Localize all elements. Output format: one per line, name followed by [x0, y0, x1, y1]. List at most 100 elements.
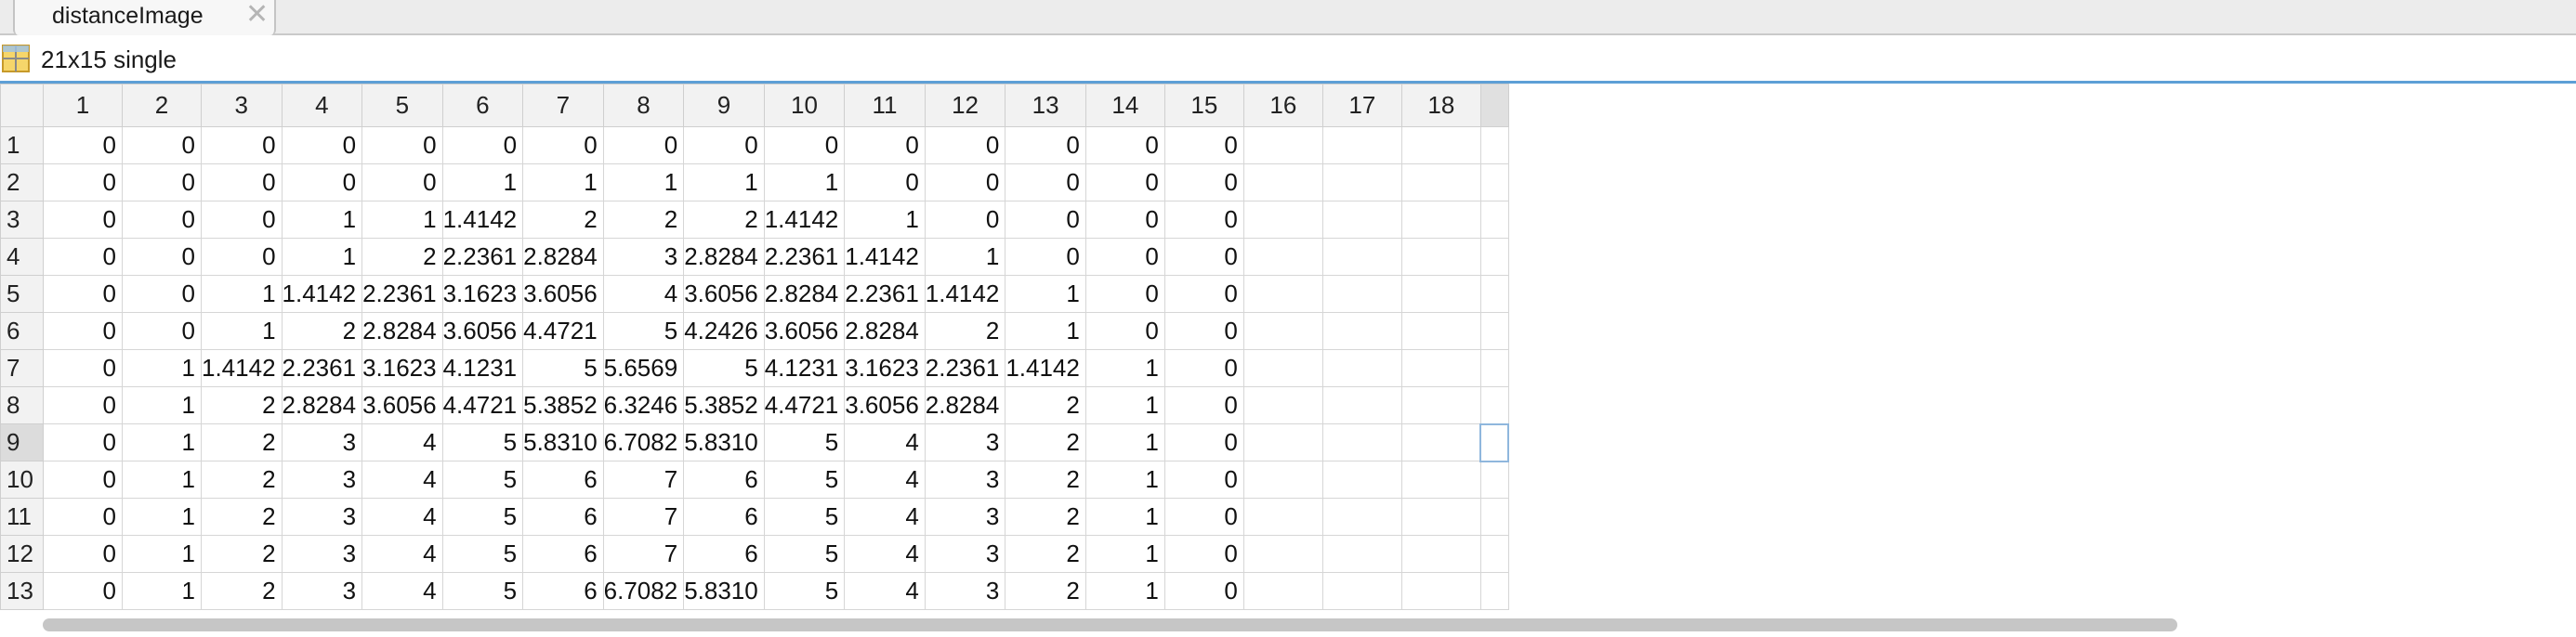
table-cell[interactable]: 4.1231	[763, 349, 846, 387]
table-cell[interactable]: 1.4142	[281, 275, 363, 313]
table-cell[interactable]: 3.6056	[683, 275, 765, 313]
table-cell[interactable]: 0	[43, 275, 123, 313]
table-cell[interactable]: 0	[122, 163, 202, 202]
column-header[interactable]: 12	[924, 84, 1006, 127]
table-cell[interactable]: 4.4721	[763, 386, 846, 424]
corner-cell[interactable]	[0, 84, 44, 127]
empty-cell[interactable]	[1242, 201, 1323, 239]
table-cell[interactable]: 0	[924, 163, 1006, 202]
table-cell[interactable]: 2	[1005, 423, 1086, 462]
table-cell[interactable]: 0	[1163, 423, 1244, 462]
table-cell[interactable]: 0	[43, 349, 123, 387]
table-cell[interactable]: 4	[361, 572, 443, 610]
table-cell[interactable]: 2.2361	[924, 349, 1006, 387]
table-cell[interactable]: 1	[122, 498, 202, 536]
column-header[interactable]: 17	[1321, 84, 1402, 127]
table-cell[interactable]: 2	[1005, 535, 1086, 573]
empty-cell[interactable]	[1479, 238, 1509, 276]
empty-cell[interactable]	[1242, 572, 1323, 610]
empty-cell[interactable]	[1479, 126, 1509, 164]
table-cell[interactable]: 1	[1084, 349, 1165, 387]
table-cell[interactable]: 0	[924, 201, 1006, 239]
table-cell[interactable]: 1	[1084, 498, 1165, 536]
table-cell[interactable]: 0	[201, 126, 283, 164]
row-header[interactable]: 10	[0, 461, 44, 499]
table-cell[interactable]: 3.1623	[361, 349, 443, 387]
row-header[interactable]: 6	[0, 312, 44, 350]
empty-cell[interactable]	[1479, 349, 1509, 387]
table-cell[interactable]: 1	[683, 163, 765, 202]
table-cell[interactable]: 0	[1163, 201, 1244, 239]
table-cell[interactable]: 6	[522, 535, 604, 573]
empty-cell[interactable]	[1321, 312, 1402, 350]
empty-cell[interactable]	[1479, 386, 1509, 424]
row-header[interactable]: 8	[0, 386, 44, 424]
table-cell[interactable]: 1	[201, 275, 283, 313]
empty-cell[interactable]	[1400, 349, 1481, 387]
table-cell[interactable]: 1	[441, 163, 524, 202]
empty-cell[interactable]	[1242, 126, 1323, 164]
table-cell[interactable]: 0	[43, 126, 123, 164]
table-cell[interactable]: 6.3246	[602, 386, 685, 424]
table-cell[interactable]: 3	[924, 535, 1006, 573]
table-cell[interactable]: 2.8284	[281, 386, 363, 424]
table-cell[interactable]: 2	[602, 201, 685, 239]
horizontal-scrollbar-thumb[interactable]	[43, 618, 2177, 631]
table-cell[interactable]: 1.4142	[201, 349, 283, 387]
table-cell[interactable]: 3	[281, 423, 363, 462]
empty-cell[interactable]	[1400, 201, 1481, 239]
empty-cell[interactable]	[1479, 535, 1509, 573]
table-cell[interactable]: 0	[1163, 572, 1244, 610]
table-cell[interactable]: 5.8310	[683, 423, 765, 462]
column-header[interactable]: 9	[683, 84, 765, 127]
table-cell[interactable]: 5	[441, 423, 524, 462]
table-cell[interactable]: 0	[1163, 349, 1244, 387]
table-cell[interactable]: 1.4142	[441, 201, 524, 239]
table-cell[interactable]: 4	[602, 275, 685, 313]
table-cell[interactable]: 1.4142	[763, 201, 846, 239]
table-cell[interactable]: 0	[683, 126, 765, 164]
table-cell[interactable]: 0	[43, 386, 123, 424]
table-cell[interactable]: 1	[122, 461, 202, 499]
table-cell[interactable]: 2.2361	[844, 275, 926, 313]
empty-cell[interactable]	[1321, 461, 1402, 499]
table-cell[interactable]: 0	[522, 126, 604, 164]
table-cell[interactable]: 0	[201, 238, 283, 276]
row-header[interactable]: 13	[0, 572, 44, 610]
table-cell[interactable]: 3.6056	[763, 312, 846, 350]
table-cell[interactable]: 0	[1163, 461, 1244, 499]
row-header[interactable]: 7	[0, 349, 44, 387]
table-cell[interactable]: 5	[683, 349, 765, 387]
empty-cell[interactable]	[1242, 163, 1323, 202]
empty-cell[interactable]	[1242, 312, 1323, 350]
table-cell[interactable]: 3	[281, 498, 363, 536]
table-cell[interactable]: 0	[281, 126, 363, 164]
table-cell[interactable]: 2.8284	[361, 312, 443, 350]
empty-cell[interactable]	[1400, 386, 1481, 424]
table-cell[interactable]: 0	[1084, 238, 1165, 276]
empty-cell[interactable]	[1321, 126, 1402, 164]
empty-cell[interactable]	[1479, 201, 1509, 239]
table-cell[interactable]: 0	[1163, 163, 1244, 202]
table-cell[interactable]: 0	[43, 535, 123, 573]
table-cell[interactable]: 6.7082	[602, 572, 685, 610]
table-cell[interactable]: 2	[1005, 572, 1086, 610]
table-cell[interactable]: 5.3852	[522, 386, 604, 424]
table-cell[interactable]: 3.1623	[844, 349, 926, 387]
table-cell[interactable]: 7	[602, 498, 685, 536]
table-cell[interactable]: 0	[1005, 163, 1086, 202]
table-cell[interactable]: 3	[924, 461, 1006, 499]
empty-cell[interactable]	[1400, 572, 1481, 610]
table-cell[interactable]: 0	[361, 126, 443, 164]
empty-cell[interactable]	[1479, 275, 1509, 313]
table-cell[interactable]: 2	[1005, 498, 1086, 536]
row-header[interactable]: 3	[0, 201, 44, 239]
table-cell[interactable]: 2	[201, 498, 283, 536]
table-cell[interactable]: 1	[763, 163, 846, 202]
column-header[interactable]: 14	[1084, 84, 1165, 127]
close-icon[interactable]: ✕	[245, 0, 269, 30]
table-cell[interactable]: 0	[43, 461, 123, 499]
table-cell[interactable]: 2	[201, 572, 283, 610]
column-header[interactable]: 5	[361, 84, 443, 127]
table-cell[interactable]: 5.3852	[683, 386, 765, 424]
